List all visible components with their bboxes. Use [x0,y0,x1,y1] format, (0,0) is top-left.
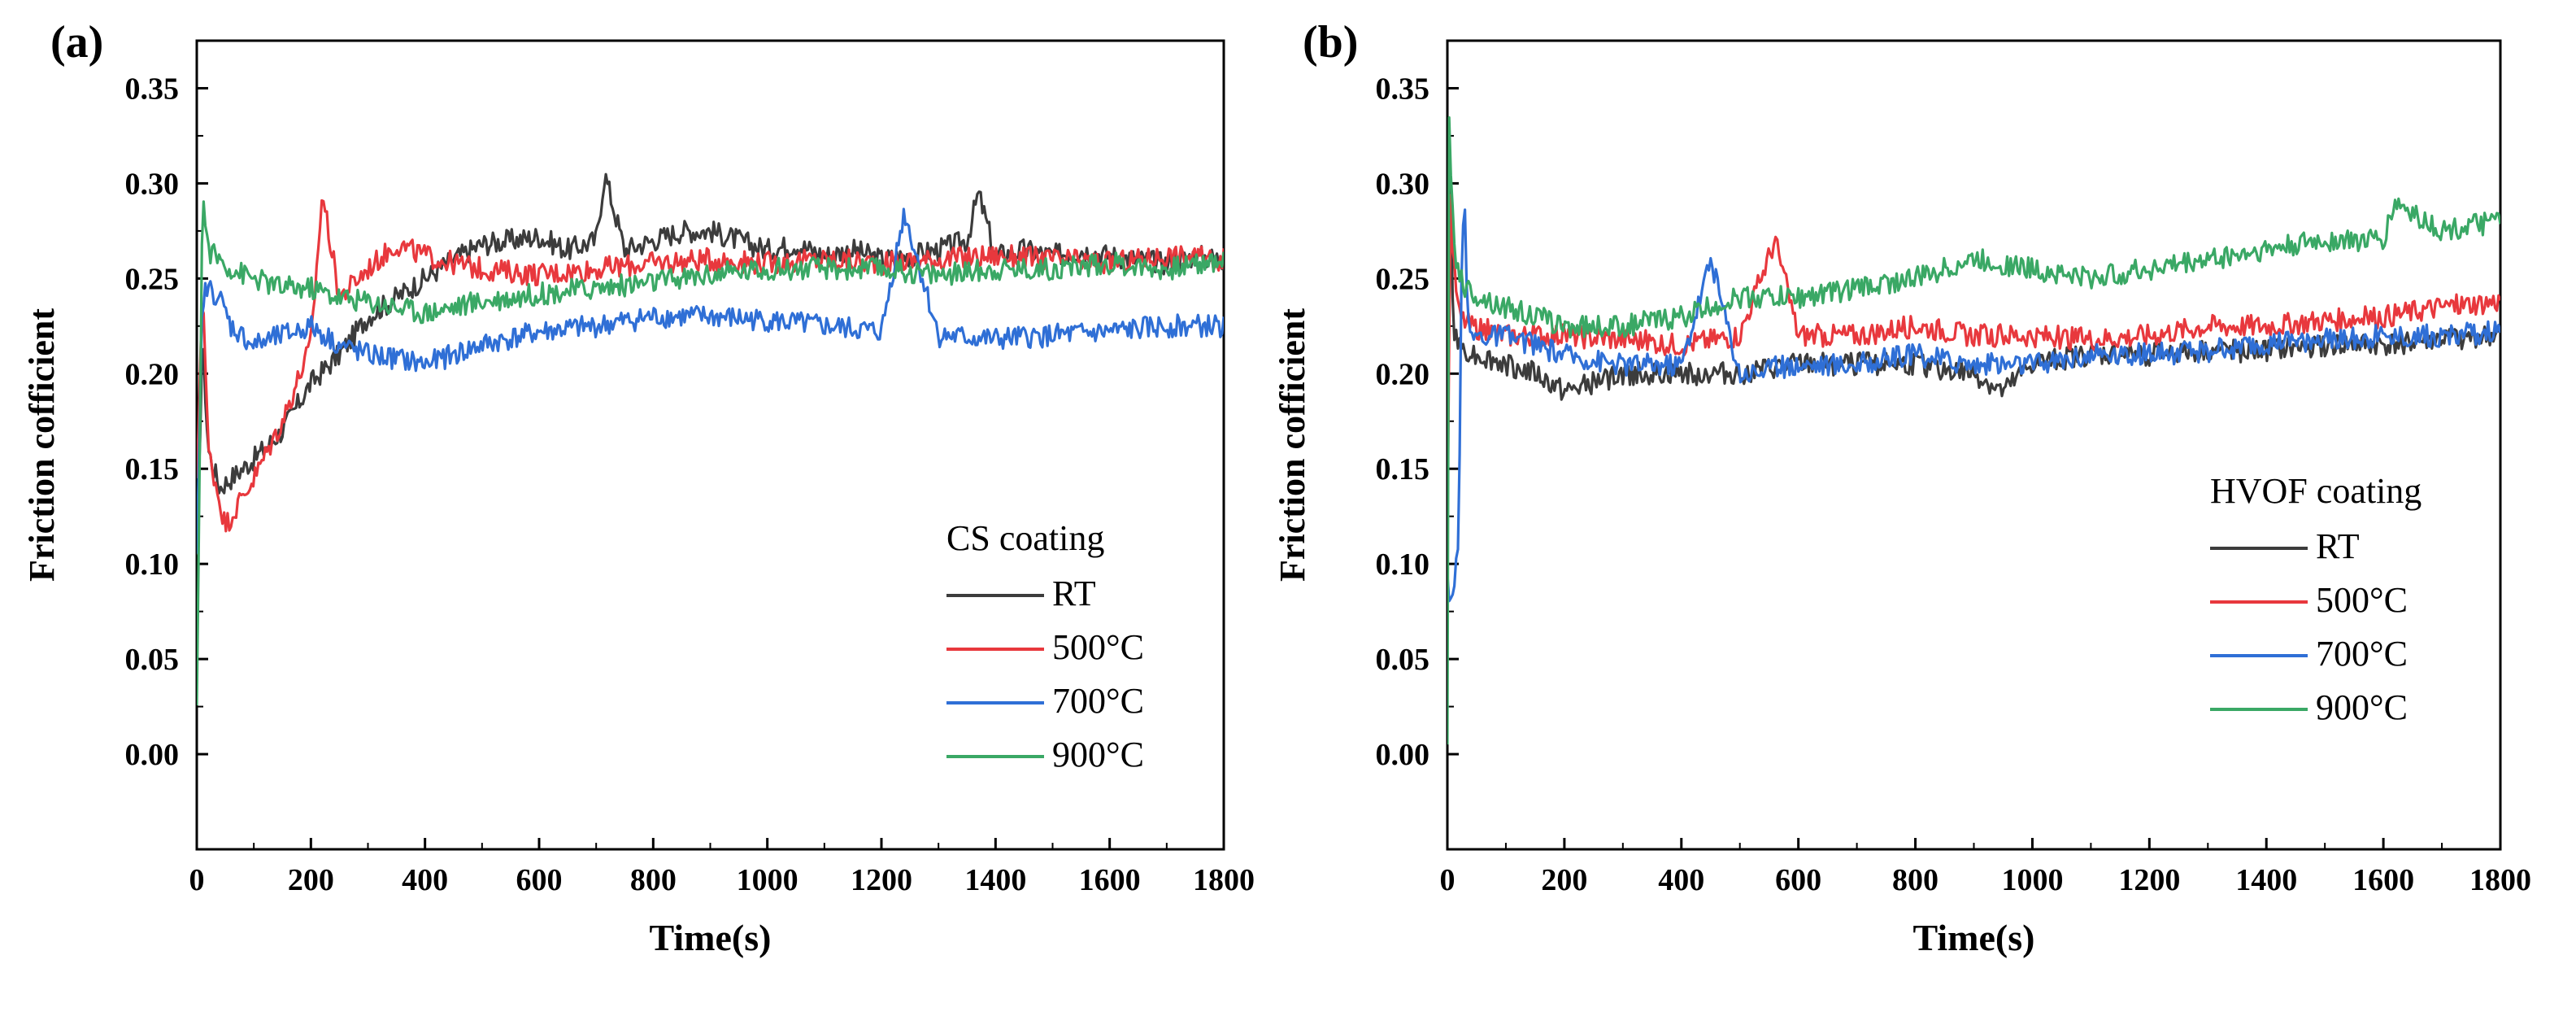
x-tick-label: 200 [1541,863,1587,897]
series-line-700c [1447,208,2500,603]
legend-label: 900°C [1052,735,1144,774]
x-tick-label: 1400 [2235,863,2297,897]
y-tick-label: 0.00 [125,738,180,772]
series-line-900c [197,200,1224,706]
x-tick-label: 1200 [2118,863,2180,897]
x-axis-title: Time(s) [1913,917,2035,958]
y-tick-label: 0.25 [125,262,180,296]
y-tick-label: 0.00 [1376,738,1430,772]
x-tick-label: 1800 [1193,863,1255,897]
plot-frame [1446,39,2502,851]
y-tick-label: 0.20 [125,357,180,391]
series-line-900c [1447,116,2500,745]
y-axis-title: Friction cofficient [22,308,62,582]
legend-label: 500°C [2316,580,2408,620]
y-tick-label: 0.35 [125,72,180,106]
y-tick-label: 0.25 [1376,262,1430,296]
x-tick-label: 600 [1775,863,1821,897]
panel-label: (a) [50,17,103,68]
x-tick-label: 1000 [2001,863,2063,897]
x-tick-label: 1400 [964,863,1026,897]
x-tick-label: 0 [189,863,205,897]
y-tick-label: 0.30 [1376,167,1430,201]
legend-title: HVOF coating [2210,471,2422,511]
x-tick-label: 800 [630,863,677,897]
series-line-rt [1447,186,2500,481]
legend-label: 700°C [2316,634,2408,674]
legend-title: CS coating [946,518,1104,558]
x-tick-label: 800 [1892,863,1939,897]
x-axis-title: Time(s) [650,917,772,958]
series-line-700c [197,207,1224,554]
y-tick-label: 0.05 [125,643,180,677]
y-tick-label: 0.10 [1376,547,1430,582]
x-tick-label: 600 [516,863,563,897]
y-axis-title: Friction cofficient [1273,308,1312,582]
series-line-500c [197,198,1224,533]
legend-label: 700°C [1052,681,1144,721]
series-line-rt [197,172,1224,556]
x-tick-label: 1800 [2469,863,2531,897]
x-tick-label: 0 [1440,863,1456,897]
y-tick-label: 0.15 [1376,452,1430,486]
legend-label: RT [2316,526,2360,566]
y-tick-label: 0.35 [1376,72,1430,106]
x-tick-label: 400 [402,863,448,897]
panel-b: 0.00 0.05 0.10 0.15 0.20 0.25 0.30 0.35 0 200 400 6… [1273,17,2531,958]
x-tick-label: 400 [1658,863,1704,897]
x-tick-label: 200 [288,863,334,897]
y-tick-label: 0.15 [125,452,180,486]
x-tick-label: 1000 [737,863,798,897]
y-tick-label: 0.20 [1376,357,1430,391]
x-tick-label: 1600 [1079,863,1141,897]
y-tick-label: 0.30 [125,167,180,201]
x-tick-label: 1600 [2352,863,2414,897]
legend-label: 900°C [2316,687,2408,727]
panel-label: (b) [1303,17,1358,68]
legend-label: RT [1052,574,1096,613]
x-tick-label: 1200 [851,863,912,897]
y-tick-label: 0.10 [125,547,180,582]
legend-label: 500°C [1052,627,1144,667]
y-tick-label: 0.05 [1376,643,1430,677]
plot-frame [195,39,1225,851]
panel-a: 0.00 0.05 0.10 0.15 0.20 0.25 0.30 0.35 0 200 400 6… [22,17,1255,958]
